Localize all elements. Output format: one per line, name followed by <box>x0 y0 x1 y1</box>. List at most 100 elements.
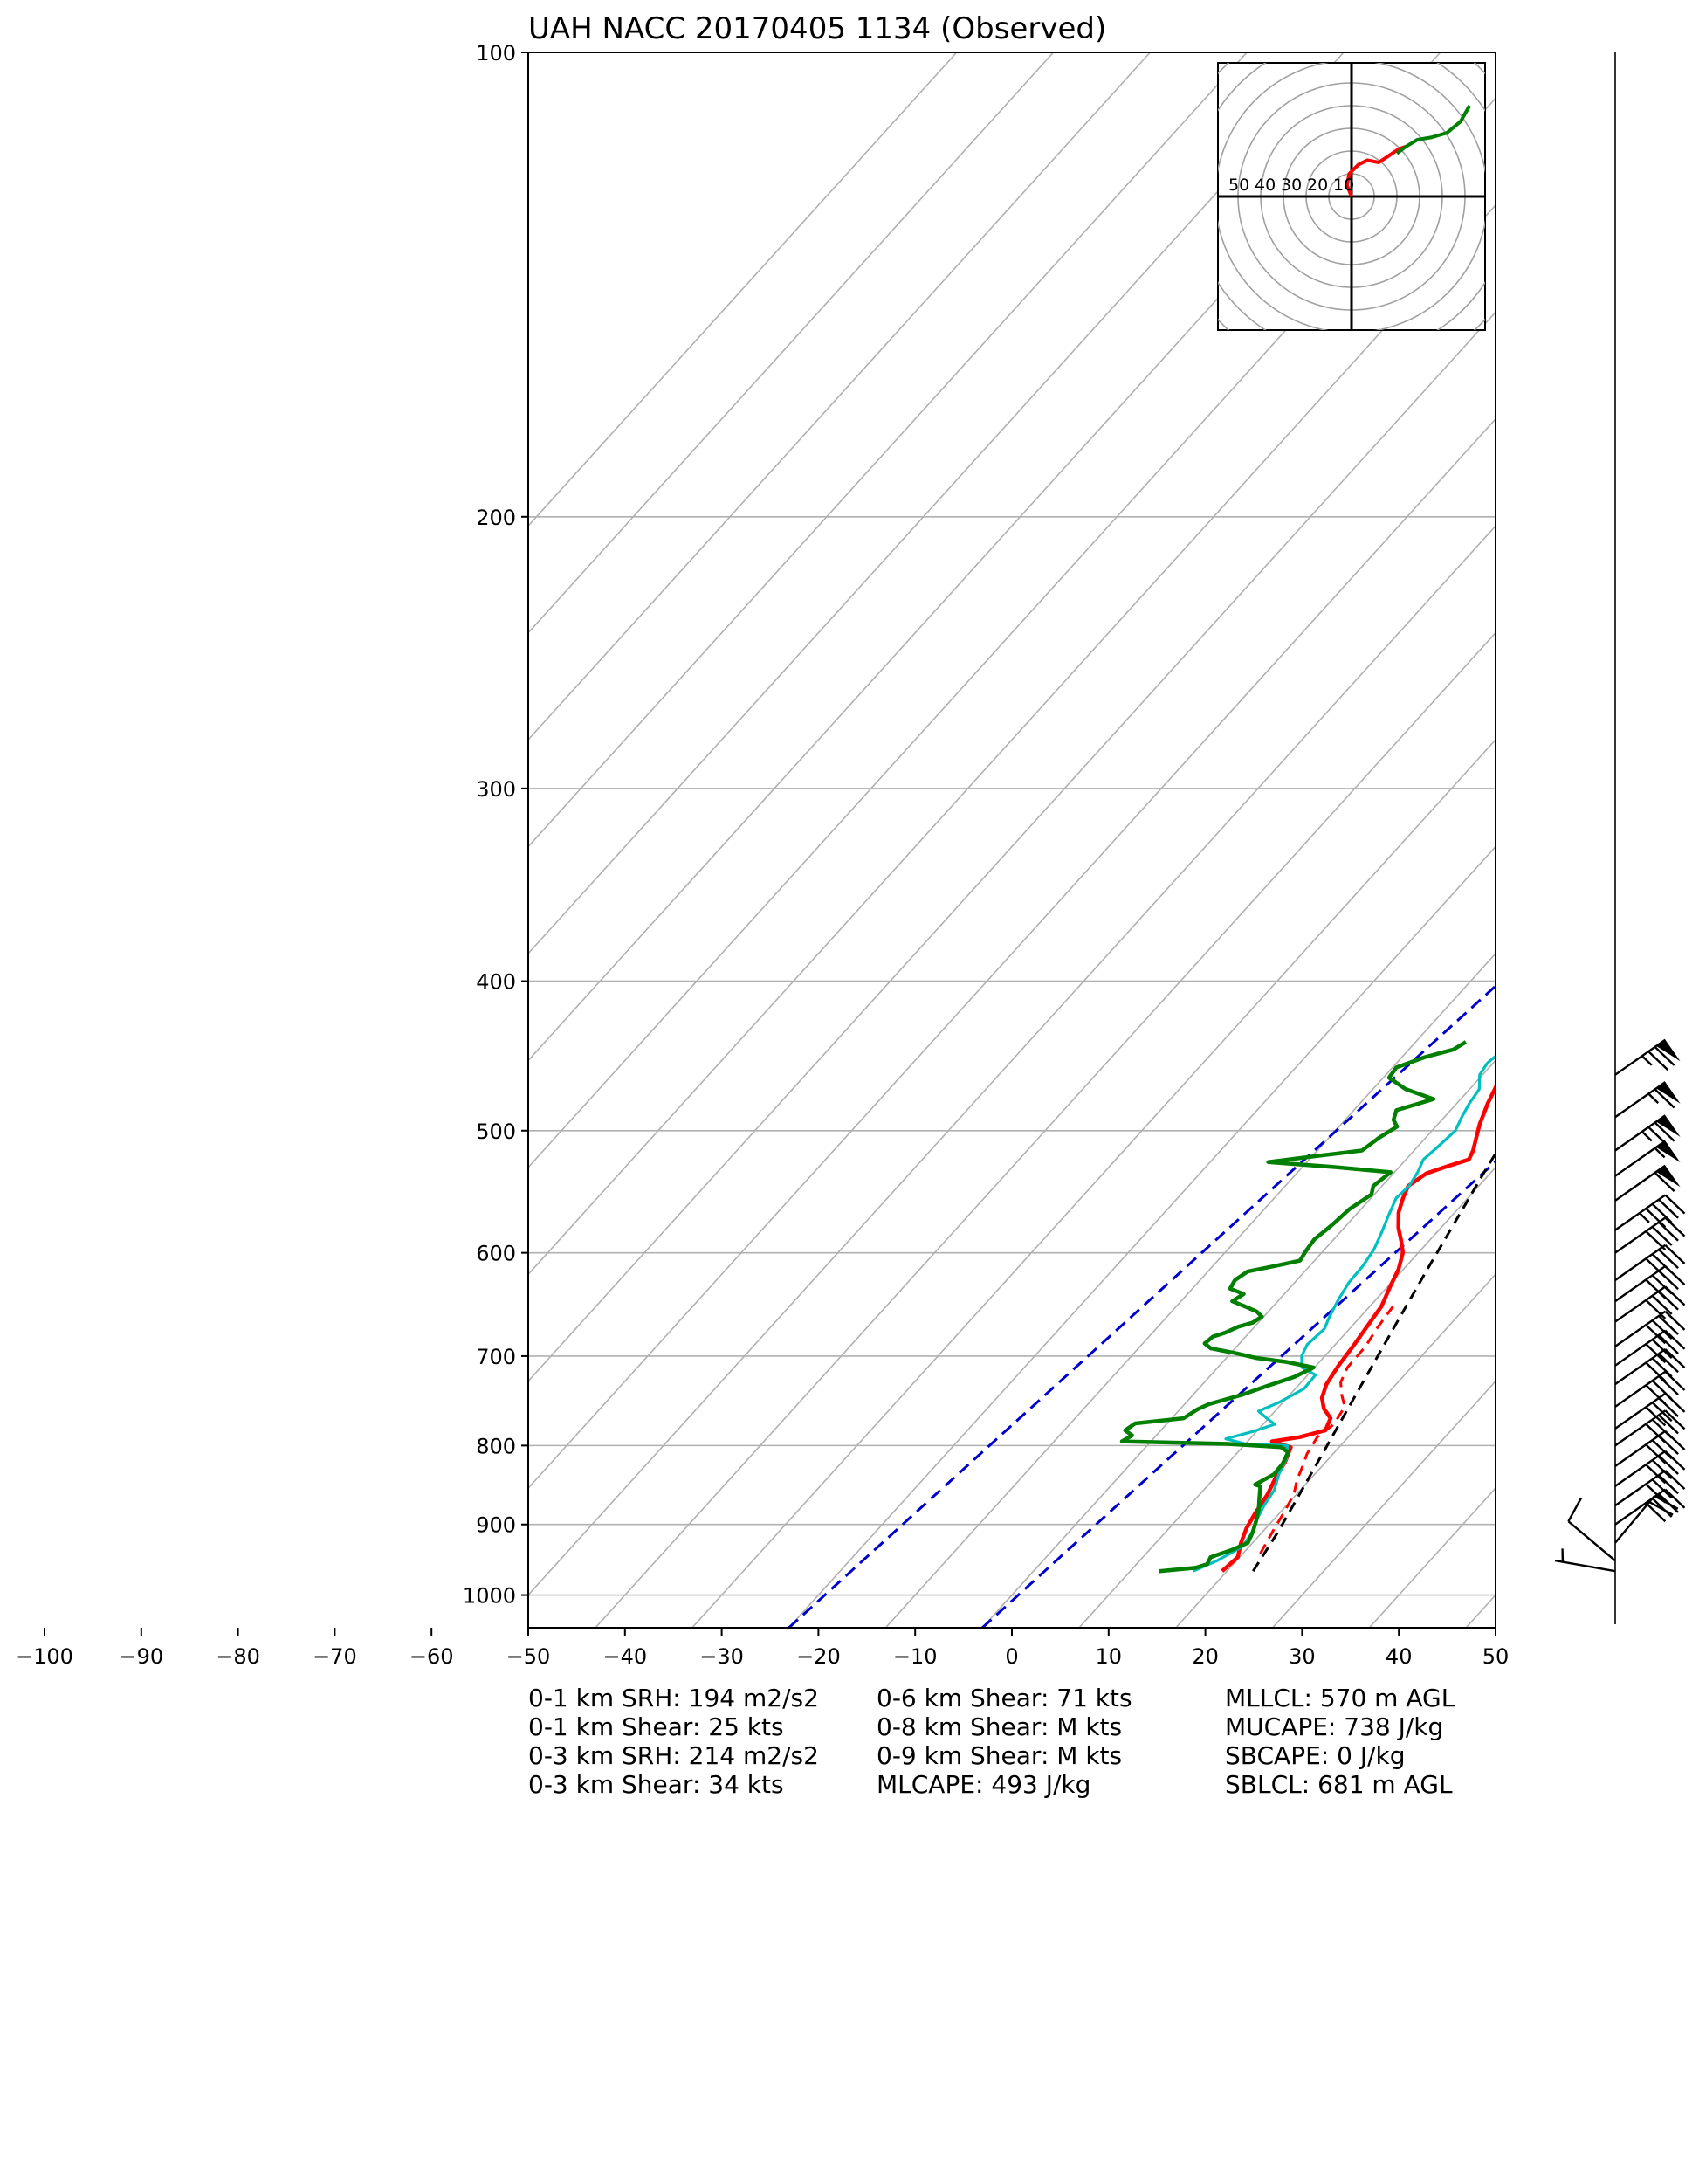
barb-shaft <box>1614 1430 1667 1467</box>
barb-feather <box>1645 1230 1667 1250</box>
hodograph-ring-label: 20 <box>1307 176 1328 195</box>
barb-feather <box>1651 1339 1673 1359</box>
stat-line: 0-1 km Shear: 25 kts <box>528 1712 784 1741</box>
x-tick-label: 50 <box>1482 1644 1510 1669</box>
x-tick-label: 10 <box>1096 1644 1123 1669</box>
stat-line: 0-8 km Shear: M kts <box>877 1712 1123 1741</box>
isotherm-line <box>528 52 958 527</box>
barb-feather <box>1651 1439 1673 1460</box>
x-tick-label: −80 <box>216 1644 260 1669</box>
y-tick-label: 400 <box>476 970 516 995</box>
barb-feather <box>1645 1384 1667 1405</box>
barb-feather <box>1651 1319 1673 1340</box>
wind-barb <box>1614 1038 1681 1076</box>
barb-pennant <box>1656 1039 1681 1062</box>
stats-column-shear-srh: 0-1 km SRH: 194 m2/s2 0-1 km Shear: 25 k… <box>528 1684 819 1799</box>
y-tick-label: 300 <box>476 777 516 802</box>
wind-barb <box>1614 1216 1686 1254</box>
hodograph-inset: 50 40 30 20 10 <box>1217 62 1486 331</box>
barb-shaft <box>1614 1450 1667 1487</box>
wind-barb <box>1614 1164 1681 1202</box>
isotherm-line <box>1078 1166 1496 1628</box>
x-tick-label: −10 <box>893 1644 938 1669</box>
barb-feather <box>1658 1315 1679 1335</box>
hodograph-ring-label: 30 <box>1281 176 1302 195</box>
barb-feather <box>1664 1348 1686 1368</box>
stat-line: MUCAPE: 738 J/kg <box>1225 1712 1444 1741</box>
barb-feather <box>1645 1257 1667 1278</box>
y-tick-label: 100 <box>476 41 516 65</box>
barb-feather <box>1654 1046 1675 1066</box>
wind-barbs <box>1554 52 1686 1624</box>
barb-pennant <box>1656 1140 1681 1163</box>
x-tick-label: −50 <box>506 1644 551 1669</box>
y-tick-label: 500 <box>476 1120 516 1144</box>
barb-half-feather <box>1639 1212 1650 1223</box>
hodograph-ring-label: 10 <box>1333 176 1354 195</box>
y-tick-label: 900 <box>476 1513 516 1538</box>
barb-feather <box>1645 1443 1667 1464</box>
barb-feather <box>1664 1409 1686 1430</box>
hodograph-trace-1 <box>1345 144 1407 197</box>
x-tick-label: −100 <box>16 1644 73 1669</box>
chart-title: UAH NACC 20170405 1134 (Observed) <box>528 11 1106 46</box>
isotherm-line <box>691 738 1496 1628</box>
stat-line: 0-1 km SRH: 194 m2/s2 <box>528 1684 819 1712</box>
barb-half-feather <box>1641 1131 1653 1142</box>
y-tick-label: 700 <box>476 1345 516 1369</box>
barb-shaft <box>1614 1265 1667 1303</box>
barb-feather <box>1654 1121 1675 1142</box>
adiabat-lines <box>788 984 1496 1628</box>
series-line-2 <box>1192 1054 1496 1573</box>
barb-feather <box>1567 1497 1583 1522</box>
isotherm-line <box>528 52 1441 1062</box>
barb-feather <box>1654 1495 1679 1510</box>
pressure-axis: 100 200 300 400 500 600 700 800 900 1000 <box>463 41 528 1609</box>
stat-line: 0-3 km SRH: 214 m2/s2 <box>528 1741 819 1770</box>
barb-feather <box>1664 1310 1686 1331</box>
x-tick-label: −90 <box>119 1644 163 1669</box>
barb-feather <box>1664 1244 1686 1264</box>
y-tick-label: 800 <box>476 1434 516 1458</box>
barb-feather <box>1647 1126 1669 1147</box>
series-line-5 <box>1252 1151 1496 1573</box>
barb-shaft <box>1554 1559 1616 1573</box>
isotherm-line <box>884 952 1496 1628</box>
barb-feather <box>1654 1172 1675 1192</box>
barb-half-feather <box>1647 1092 1660 1104</box>
stat-line: 0-9 km Shear: M kts <box>877 1741 1123 1770</box>
barb-feather <box>1645 1483 1667 1504</box>
barb-feather <box>1651 1498 1673 1518</box>
barb-feather <box>1654 1088 1675 1109</box>
stat-line: SBCAPE: 0 J/kg <box>1225 1741 1406 1770</box>
isotherm-line <box>528 52 1248 848</box>
series-line-3 <box>1119 1040 1468 1574</box>
wind-barb <box>1614 1244 1686 1281</box>
wind-barb <box>1614 1285 1686 1323</box>
hodograph-content <box>1218 63 1485 330</box>
wind-barb <box>1567 1497 1616 1562</box>
barb-feather <box>1645 1278 1667 1299</box>
isotherm-line <box>981 1059 1496 1628</box>
isotherm-line <box>528 52 1345 955</box>
wind-barb <box>1614 1140 1681 1177</box>
barb-feather <box>1645 1464 1667 1485</box>
wind-barb <box>1614 1310 1686 1347</box>
barb-half-feather <box>1641 1055 1653 1066</box>
barb-pennant <box>1656 1165 1681 1188</box>
barb-feather <box>1664 1488 1686 1509</box>
barb-half-feather <box>1654 1147 1666 1159</box>
barb-feather <box>1651 1459 1673 1480</box>
barb-feather <box>1658 1333 1679 1354</box>
barb-feather <box>1651 1253 1673 1274</box>
y-tick-label: 600 <box>476 1242 516 1266</box>
wind-barb <box>1614 1114 1681 1152</box>
barb-shaft <box>1614 1370 1667 1408</box>
barb-feather <box>1664 1470 1686 1490</box>
stat-line: MLLCL: 570 m AGL <box>1225 1684 1455 1712</box>
barb-feather <box>1645 1324 1667 1345</box>
isotherm-line <box>788 845 1496 1628</box>
x-tick-label: −30 <box>699 1644 744 1669</box>
isotherm-line <box>528 525 1496 1596</box>
isotherm-line <box>528 311 1496 1382</box>
